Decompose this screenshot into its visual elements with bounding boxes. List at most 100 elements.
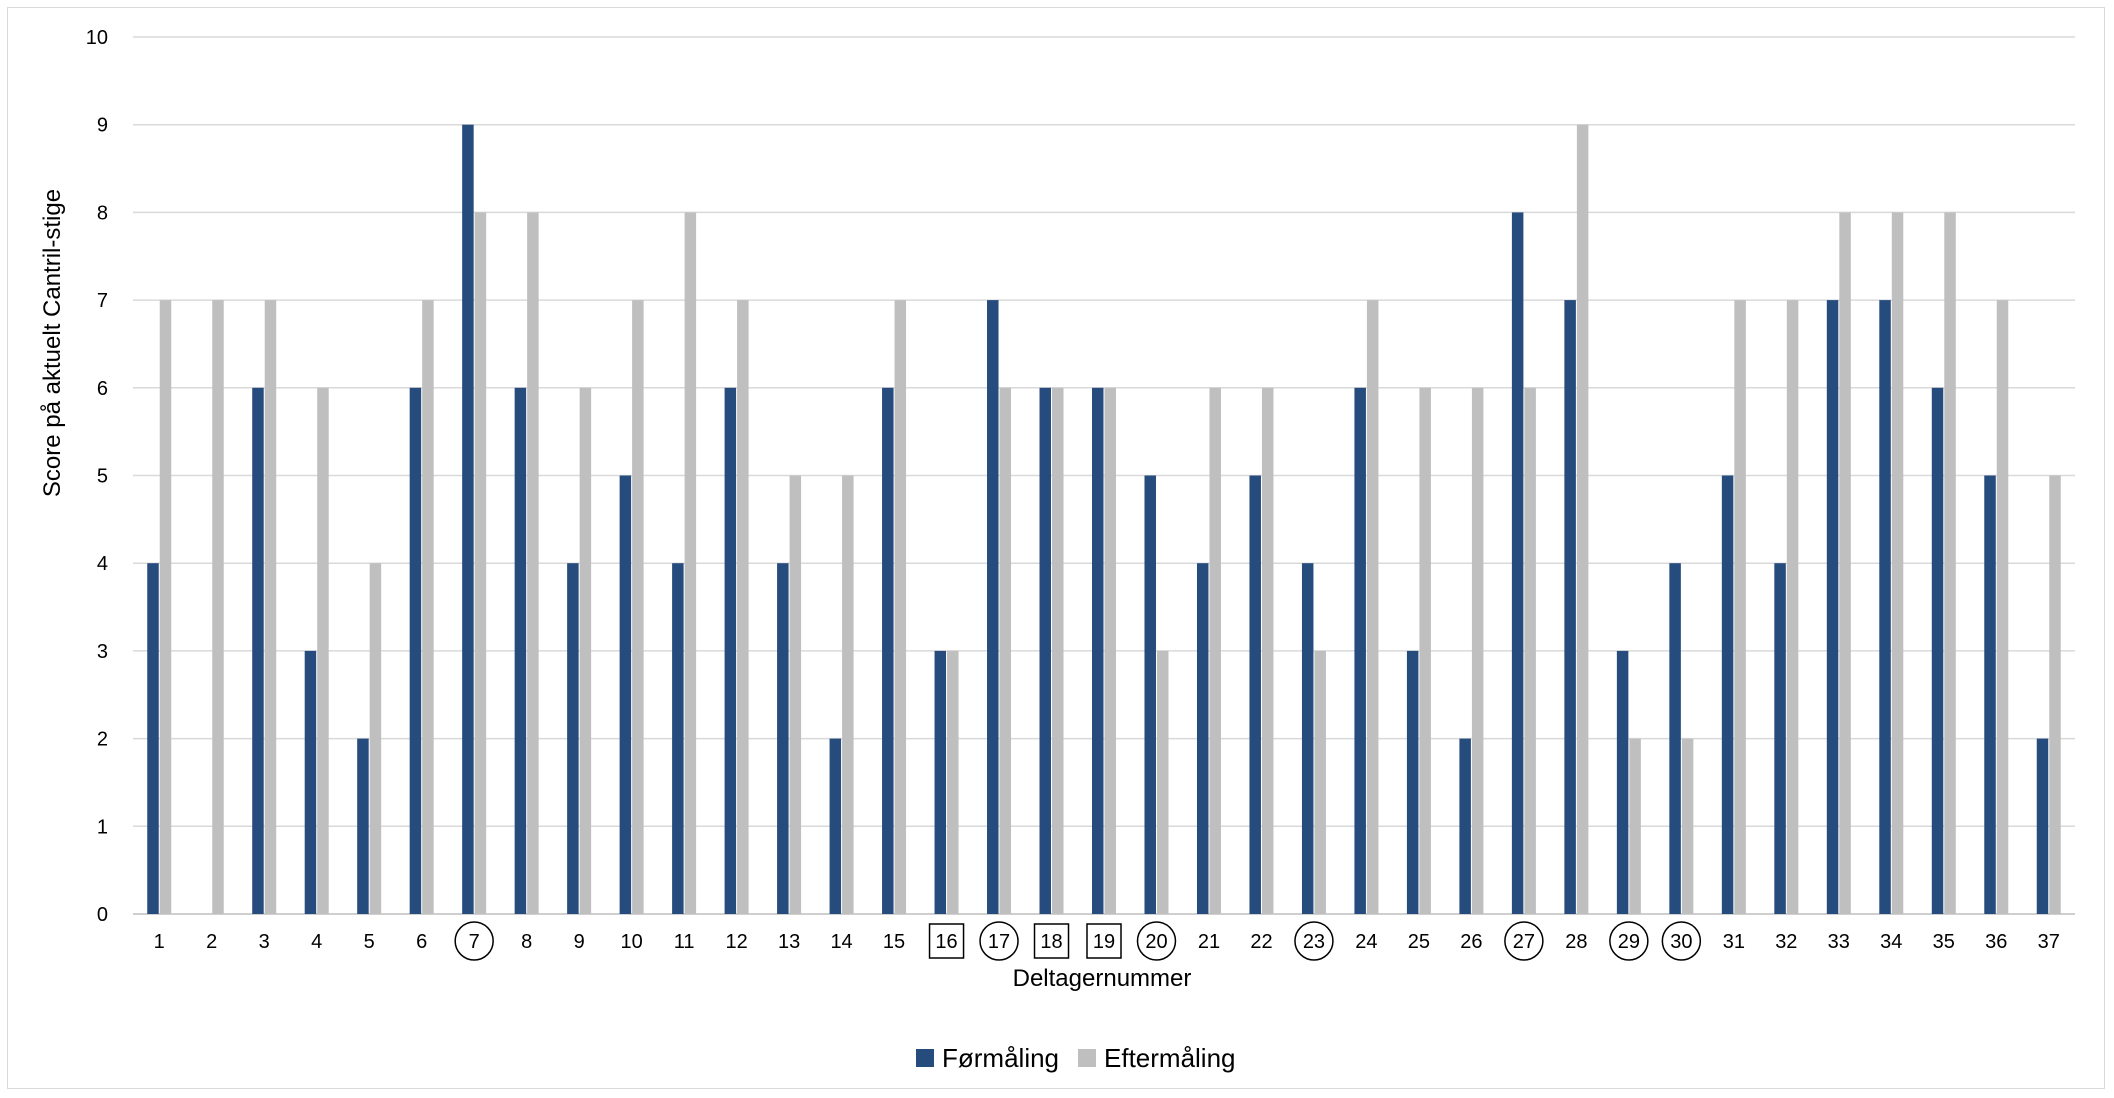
- bar-eftermaling-23: [1314, 650, 1326, 914]
- bar-eftermaling-22: [1261, 387, 1274, 914]
- x-tick-label: 12: [725, 931, 747, 953]
- x-tick-label: 13: [778, 931, 800, 953]
- x-tick-label: 23: [1303, 931, 1325, 953]
- bar-formaling-16: [934, 650, 947, 914]
- x-tick-label: 22: [1250, 931, 1272, 953]
- bar-formaling-17: [987, 300, 999, 915]
- bar-formaling-20: [1144, 475, 1156, 914]
- x-tick-label: 25: [1408, 931, 1430, 953]
- bar-eftermaling-19: [1104, 387, 1116, 914]
- bar-formaling-32: [1774, 563, 1786, 914]
- x-tick-label: 29: [1618, 931, 1640, 953]
- bar-eftermaling-21: [1209, 387, 1221, 914]
- bar-formaling-23: [1301, 563, 1314, 914]
- box-marker-16: [928, 923, 965, 959]
- bar-eftermaling-31: [1734, 300, 1746, 915]
- x-tick-label: 11: [674, 931, 695, 953]
- legend-label-eftermaling: Eftermåling: [1104, 1043, 1236, 1073]
- circle-marker-17: [979, 921, 1019, 961]
- x-tick-label: 14: [830, 931, 852, 953]
- bar-eftermaling-27: [1524, 387, 1536, 914]
- bar-eftermaling-4: [317, 387, 329, 914]
- x-tick-label: 16: [935, 931, 957, 953]
- x-tick-label: 31: [1723, 931, 1745, 953]
- circle-marker-7: [454, 921, 494, 961]
- bars: [147, 124, 2061, 915]
- bar-formaling-3: [252, 387, 264, 914]
- circle-marker-23: [1294, 921, 1334, 961]
- y-tick-label: 9: [97, 115, 108, 137]
- x-tick-label: 5: [364, 931, 375, 953]
- bar-eftermaling-33: [1839, 212, 1851, 914]
- y-tick-label: 7: [97, 290, 108, 312]
- x-tick-label: 7: [469, 931, 480, 953]
- bar-eftermaling-14: [842, 475, 854, 914]
- bar-formaling-30: [1669, 563, 1681, 914]
- bar-formaling-28: [1564, 300, 1576, 915]
- circle-marker-27: [1504, 921, 1544, 961]
- bar-eftermaling-17: [999, 387, 1012, 914]
- bar-formaling-10: [619, 475, 632, 914]
- bar-eftermaling-34: [1891, 212, 1904, 914]
- bar-formaling-14: [829, 738, 842, 914]
- bar-eftermaling-12: [737, 300, 749, 915]
- bar-formaling-19: [1092, 387, 1104, 914]
- bar-eftermaling-15: [894, 300, 907, 915]
- bar-formaling-9: [567, 563, 579, 914]
- x-tick-label: 28: [1565, 931, 1587, 953]
- bar-formaling-34: [1879, 300, 1891, 915]
- bar-eftermaling-11: [684, 212, 697, 914]
- bar-eftermaling-35: [1944, 212, 1956, 914]
- bar-eftermaling-2: [212, 300, 224, 915]
- legend-swatch-eftermaling: [1078, 1049, 1096, 1067]
- bar-formaling-18: [1039, 387, 1052, 914]
- bar-formaling-21: [1196, 563, 1209, 914]
- x-tick-label: 9: [574, 931, 585, 953]
- bar-eftermaling-7: [474, 212, 487, 914]
- bar-eftermaling-9: [579, 387, 592, 914]
- x-tick-label: 1: [154, 931, 165, 953]
- x-tick-label: 27: [1513, 931, 1535, 953]
- y-tick-label: 2: [97, 729, 108, 751]
- bar-eftermaling-1: [159, 300, 172, 915]
- bar-eftermaling-25: [1419, 387, 1431, 914]
- bar-eftermaling-3: [264, 300, 277, 915]
- bar-eftermaling-26: [1471, 387, 1484, 914]
- bar-eftermaling-30: [1681, 738, 1694, 914]
- y-axis-title: Score på aktuelt Cantril-stige: [39, 189, 66, 497]
- x-tick-labels: 1 2 3 4 5 6 7 8 9 10 11 12 13 14 15 16 17 18 19 20 21 22 23 24 2…: [154, 921, 2060, 961]
- bar-formaling-5: [357, 738, 369, 914]
- legend-swatch-formaling: [916, 1049, 934, 1067]
- circle-marker-29: [1609, 921, 1649, 961]
- chart-frame: 0 1 2 3 4 5 6 7 8 9 10 1 2 3 4 5 6 7 8 9 10 11 12 13 14 15 16 17 18…: [7, 7, 2105, 1089]
- bar-eftermaling-10: [632, 300, 644, 915]
- x-tick-label: 35: [1933, 931, 1955, 953]
- bar-formaling-37: [2036, 738, 2049, 914]
- bar-eftermaling-36: [1996, 300, 2009, 915]
- bar-eftermaling-6: [422, 300, 434, 915]
- box-marker-18: [1033, 923, 1070, 959]
- x-tick-label: 8: [521, 931, 532, 953]
- x-tick-label: 17: [988, 931, 1010, 953]
- bar-eftermaling-24: [1366, 300, 1379, 915]
- box-marker-19: [1086, 923, 1122, 959]
- x-tick-label: 33: [1828, 931, 1850, 953]
- bar-formaling-31: [1721, 475, 1734, 914]
- gridlines: [133, 36, 2075, 915]
- bar-formaling-1: [147, 563, 159, 914]
- x-tick-label: 6: [416, 931, 427, 953]
- bar-formaling-24: [1354, 387, 1366, 914]
- bar-eftermaling-29: [1629, 738, 1641, 914]
- legend: Førmåling Eftermåling: [916, 1043, 1236, 1073]
- bar-formaling-26: [1459, 738, 1471, 914]
- x-tick-label: 24: [1355, 931, 1377, 953]
- bar-formaling-13: [777, 563, 789, 914]
- bar-formaling-35: [1931, 387, 1944, 914]
- bar-formaling-33: [1826, 300, 1839, 915]
- bar-formaling-15: [882, 387, 894, 914]
- x-tick-label: 2: [206, 931, 217, 953]
- y-tick-label: 0: [97, 904, 108, 926]
- x-tick-label: 3: [259, 931, 270, 953]
- x-tick-label: 4: [311, 931, 322, 953]
